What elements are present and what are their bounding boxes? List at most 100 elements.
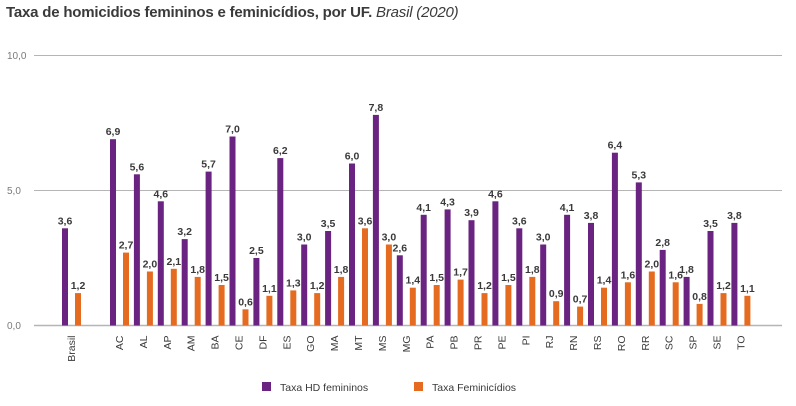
x-category-label: AP: [162, 336, 174, 350]
x-category-label: SC: [664, 335, 676, 350]
bar-feminicidios-es: [290, 290, 297, 326]
value-label-hd-femininos: 6,4: [608, 140, 623, 152]
legend-swatch-feminicidios: [414, 382, 423, 391]
value-label-feminicidios: 1,1: [740, 283, 755, 295]
value-label-hd-femininos: 6,9: [106, 126, 121, 138]
chart-title-main: Taxa de homicidios femininos e feminicíd…: [6, 4, 373, 21]
value-label-feminicidios: 1,2: [477, 280, 492, 292]
value-label-feminicidios: 1,3: [286, 277, 301, 289]
bar-feminicidios-pi: [529, 276, 536, 326]
chart-title: Taxa de homicidios femininos e feminicíd…: [6, 4, 459, 21]
value-label-hd-femininos: 4,6: [488, 188, 503, 200]
bar-hd-femininos-ms: [372, 114, 379, 326]
bar-hd-femininos-rn: [564, 214, 571, 326]
bar-feminicidios-go: [314, 293, 321, 326]
value-label-hd-femininos: 3,0: [536, 232, 551, 244]
bar-hd-femininos-mt: [349, 163, 355, 326]
x-category-label: RO: [616, 336, 628, 352]
legend-label-feminicidios: Taxa Feminicídios: [432, 382, 516, 394]
value-label-hd-femininos: 7,8: [369, 102, 384, 114]
value-label-hd-femininos: 5,3: [631, 169, 646, 181]
bar-hd-femininos-pe: [492, 201, 499, 326]
bar-feminicidios-ce: [242, 309, 249, 326]
bar-feminicidios-brasil: [75, 293, 81, 326]
value-label-feminicidios: 1,5: [429, 272, 444, 284]
bar-hd-femininos-ro: [611, 152, 618, 326]
value-label-feminicidios: 0,8: [692, 291, 707, 303]
bar-feminicidios-mt: [362, 228, 368, 326]
bar-hd-femininos-sp: [683, 276, 690, 326]
value-label-hd-femininos: 7,0: [225, 124, 240, 136]
value-label-hd-femininos: 3,2: [177, 226, 192, 238]
value-label-feminicidios: 1,5: [214, 272, 229, 284]
value-label-feminicidios: 1,8: [525, 264, 540, 276]
x-category-label: SE: [712, 336, 724, 350]
x-category-label: AL: [138, 335, 150, 348]
bar-hd-femininos-mg: [396, 255, 403, 326]
value-label-feminicidios: 1,6: [668, 269, 683, 281]
bar-feminicidios-pr: [481, 293, 488, 326]
bar-hd-femininos-rr: [635, 182, 642, 326]
bar-feminicidios-pe: [505, 285, 512, 326]
x-category-label: SP: [688, 336, 700, 350]
bar-feminicidios-rr: [648, 271, 655, 326]
x-category-label: PR: [473, 335, 485, 350]
bar-hd-femininos-rj: [540, 244, 547, 326]
bars: [62, 114, 751, 326]
y-tick-label: 5,0: [7, 186, 21, 197]
legend: Taxa HD femininos Taxa Feminicídios: [262, 382, 516, 394]
value-label-hd-femininos: 3,8: [727, 210, 742, 222]
value-label-hd-femininos: 3,9: [464, 207, 479, 219]
y-tick-label: 10,0: [7, 51, 27, 62]
x-category-label: RR: [640, 335, 652, 351]
bar-feminicidios-rj: [553, 301, 560, 326]
bar-hd-femininos-rs: [588, 222, 594, 326]
bar-feminicidios-ro: [624, 282, 631, 326]
chart-title-subtitle: Brasil (2020): [376, 4, 459, 21]
x-category-label: TO: [735, 336, 747, 350]
bar-feminicidios-sc: [672, 282, 679, 326]
value-label-hd-femininos: 6,2: [273, 145, 288, 157]
value-label-feminicidios: 0,6: [238, 296, 253, 308]
x-category-label: AM: [186, 336, 198, 352]
bar-hd-femininos-ba: [205, 171, 212, 326]
bar-feminicidios-ma: [338, 276, 345, 326]
value-label-feminicidios: 1,1: [262, 283, 277, 295]
x-category-label: RN: [568, 336, 580, 351]
legend-swatch-hd-femininos: [262, 382, 271, 391]
value-label-feminicidios: 1,2: [71, 280, 86, 292]
value-label-hd-femininos: 3,0: [297, 232, 312, 244]
bar-feminicidios-ms: [385, 244, 392, 326]
value-label-feminicidios: 3,0: [382, 232, 397, 244]
bar-hd-femininos-es: [277, 158, 284, 326]
value-label-hd-femininos: 3,6: [512, 215, 527, 227]
bar-feminicidios-pb: [457, 279, 464, 326]
bar-hd-femininos-to: [731, 222, 738, 326]
value-label-hd-femininos: 4,6: [153, 188, 168, 200]
x-category-label: BA: [210, 336, 222, 350]
bar-hd-femininos-ma: [325, 231, 332, 326]
bar-feminicidios-se: [720, 293, 727, 326]
value-label-hd-femininos: 1,8: [679, 264, 694, 276]
bar-feminicidios-rs: [601, 287, 607, 326]
value-label-feminicidios: 1,2: [310, 280, 325, 292]
x-category-label: PA: [425, 336, 437, 349]
bar-hd-femininos-brasil: [62, 228, 68, 326]
value-label-feminicidios: 1,2: [716, 280, 731, 292]
value-label-feminicidios: 1,4: [597, 275, 612, 287]
value-label-feminicidios: 1,5: [501, 272, 516, 284]
bar-hd-femininos-pb: [444, 209, 451, 326]
y-tick-label: 0,0: [7, 321, 21, 332]
bar-hd-femininos-pa: [420, 214, 427, 326]
bar-hd-femininos-df: [253, 258, 260, 326]
bar-hd-femininos-pi: [516, 228, 523, 326]
value-label-feminicidios: 1,8: [190, 264, 205, 276]
value-label-hd-femininos: 3,8: [584, 210, 599, 222]
value-label-feminicidios: 1,8: [334, 264, 349, 276]
x-category-label: MS: [377, 336, 389, 352]
value-label-hd-femininos: 4,1: [560, 202, 575, 214]
value-label-feminicidios: 2,7: [119, 240, 134, 252]
bar-hd-femininos-ac: [110, 139, 116, 326]
x-category-label: PB: [449, 336, 461, 350]
value-label-feminicidios: 0,9: [549, 288, 564, 300]
